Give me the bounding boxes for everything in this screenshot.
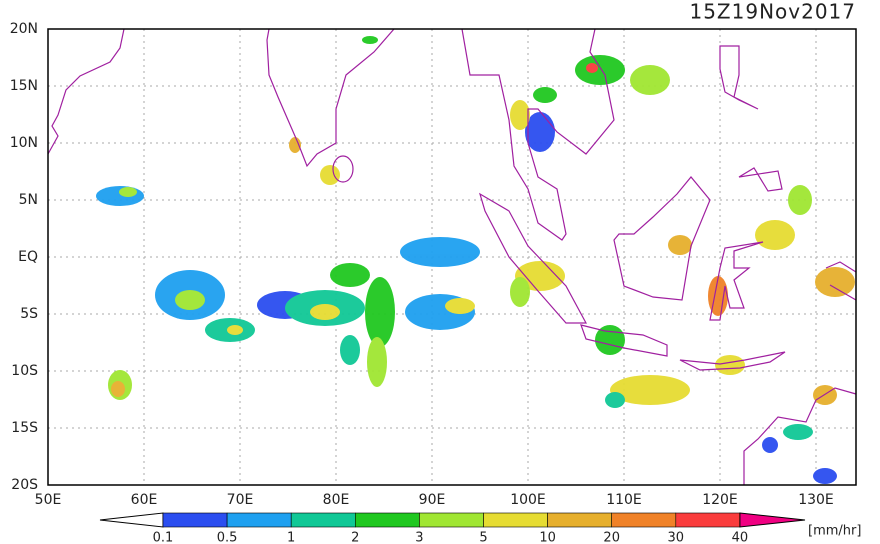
coastlines	[47, 28, 857, 485]
rain-cell	[445, 298, 475, 314]
rain-cell	[813, 468, 837, 484]
colorbar-label: 1	[287, 531, 295, 544]
colorbar-over	[739, 512, 806, 528]
colorbar-box	[547, 512, 612, 528]
coastline	[332, 155, 354, 183]
rain-cell	[586, 63, 598, 73]
rain-cell	[783, 424, 813, 440]
colorbar-label: 40	[732, 531, 749, 544]
rain-field	[96, 36, 855, 484]
coastline	[743, 387, 857, 485]
rain-cell	[708, 276, 728, 316]
rain-cell	[525, 112, 555, 152]
rain-cell	[815, 267, 855, 297]
colorbar-box	[226, 512, 292, 528]
lon-label: 50E	[35, 492, 62, 508]
rain-cell	[289, 137, 301, 153]
rain-cell	[605, 392, 625, 408]
rain-cell	[788, 185, 812, 215]
lon-label: 110E	[606, 492, 642, 508]
lon-label: 90E	[419, 492, 446, 508]
lat-label: 15S	[11, 420, 38, 436]
rain-cell	[575, 55, 625, 85]
colorbar-box	[483, 512, 548, 528]
coastline	[825, 261, 857, 301]
map-title: 15Z19Nov2017	[689, 0, 856, 24]
rain-cell	[365, 277, 395, 347]
lat-label: 20N	[10, 21, 38, 37]
colorbar-box	[675, 512, 741, 528]
colorbar-box	[354, 512, 420, 528]
colorbar-label: 30	[668, 531, 685, 544]
lat-label: 5S	[20, 306, 38, 322]
coastline	[709, 241, 764, 321]
rain-cell	[668, 235, 692, 255]
rain-cell	[367, 337, 387, 387]
lon-label: 130E	[798, 492, 834, 508]
rain-cell	[119, 187, 137, 197]
rain-cell	[755, 220, 795, 250]
coastline	[47, 28, 125, 155]
rain-cell	[320, 165, 340, 185]
colorbar-label: 20	[603, 531, 620, 544]
coastline	[580, 324, 668, 357]
coastline	[719, 45, 759, 110]
colorbar-label: 0.5	[217, 531, 238, 544]
lat-label: 10N	[10, 135, 38, 151]
lon-label: 70E	[227, 492, 254, 508]
rain-cell	[227, 325, 243, 335]
colorbar-box	[162, 512, 228, 528]
coastline	[679, 351, 786, 371]
lat-label: 20S	[11, 477, 38, 493]
rain-cell	[362, 36, 378, 44]
colorbar-label: 10	[539, 531, 556, 544]
rain-cell	[310, 304, 340, 320]
rain-cell	[533, 87, 557, 103]
rain-cell	[610, 375, 690, 405]
colorbar: 0.1 0.5 1 2 3 5 10 20 30 40 [mm/hr]	[99, 512, 861, 544]
rain-cell	[400, 237, 480, 267]
map-frame	[47, 28, 857, 486]
lon-label: 120E	[702, 492, 738, 508]
colorbar-box	[611, 512, 677, 528]
lat-label: 15N	[10, 78, 38, 94]
lon-label: 60E	[131, 492, 158, 508]
colorbar-label: 0.1	[153, 531, 174, 544]
coastline	[613, 176, 711, 301]
lat-label: 10S	[11, 363, 38, 379]
lat-label: EQ	[18, 249, 38, 265]
coastline	[266, 28, 395, 168]
colorbar-label: 2	[351, 531, 359, 544]
coastline	[461, 28, 615, 241]
rain-cell	[630, 65, 670, 95]
rain-cell	[340, 335, 360, 365]
rain-cell	[762, 437, 778, 453]
colorbar-unit: [mm/hr]	[808, 524, 861, 539]
rain-cell	[510, 100, 530, 130]
lon-label: 80E	[323, 492, 350, 508]
lon-label: 100E	[510, 492, 546, 508]
colorbar-under	[99, 512, 164, 528]
colorbar-label: 3	[415, 531, 423, 544]
colorbar-box	[290, 512, 356, 528]
lat-label: 5N	[19, 192, 38, 208]
rain-cell	[111, 381, 125, 397]
coastline	[738, 167, 783, 192]
rain-cell	[715, 355, 745, 375]
rain-cell	[510, 277, 530, 307]
rain-cell	[330, 263, 370, 287]
colorbar-box	[419, 512, 484, 528]
rain-cell	[96, 186, 144, 206]
colorbar-label: 5	[479, 531, 487, 544]
coastline	[478, 192, 588, 324]
rain-cell	[175, 290, 205, 310]
